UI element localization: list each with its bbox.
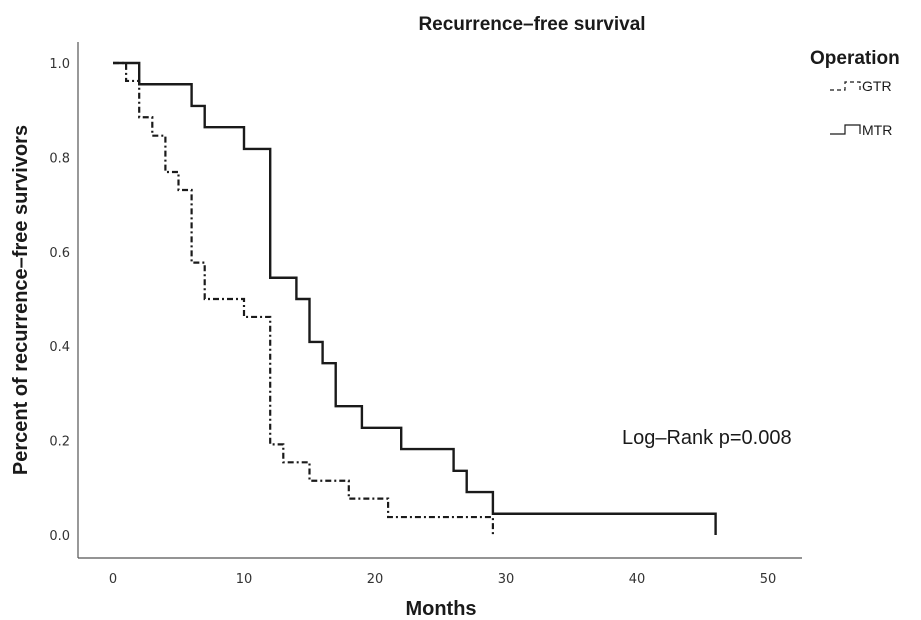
legend-mtr-label: MTR <box>862 122 892 138</box>
series-line-mtr <box>113 61 717 535</box>
x-tick-label: 0 <box>109 572 117 587</box>
y-tick-label: 0.6 <box>49 246 70 261</box>
y-axis-label: Percent of recurrence–free survivors <box>10 125 32 475</box>
log-rank-annotation: Log–Rank p=0.008 <box>622 427 792 449</box>
x-axis-label: Months <box>405 598 476 620</box>
legend-mtr-swatch <box>830 124 861 135</box>
legend-gtr-swatch <box>830 81 861 91</box>
x-tick-label: 10 <box>236 572 253 587</box>
y-tick-label: 0.0 <box>49 529 70 544</box>
x-tick-label: 40 <box>629 572 646 587</box>
legend-title: Operation <box>810 48 900 69</box>
y-tick-label: 1.0 <box>49 57 70 72</box>
series-layer <box>113 61 717 535</box>
y-tick-label: 0.4 <box>49 340 70 355</box>
legend-gtr-label: GTR <box>862 78 892 94</box>
x-tick-label: 30 <box>498 572 515 587</box>
y-tick-label: 0.8 <box>49 151 70 166</box>
x-tick-labels: 0 10 20 30 40 50 <box>109 572 776 587</box>
y-tick-label: 0.2 <box>49 435 70 450</box>
series-line-gtr <box>113 61 494 535</box>
legend: Operation GTR MTR <box>810 48 900 138</box>
x-tick-label: 20 <box>367 572 384 587</box>
chart-title: Recurrence–free survival <box>418 14 645 35</box>
x-tick-label: 50 <box>760 572 777 587</box>
y-tick-labels: 0.0 0.2 0.4 0.6 0.8 1.0 <box>49 57 70 544</box>
